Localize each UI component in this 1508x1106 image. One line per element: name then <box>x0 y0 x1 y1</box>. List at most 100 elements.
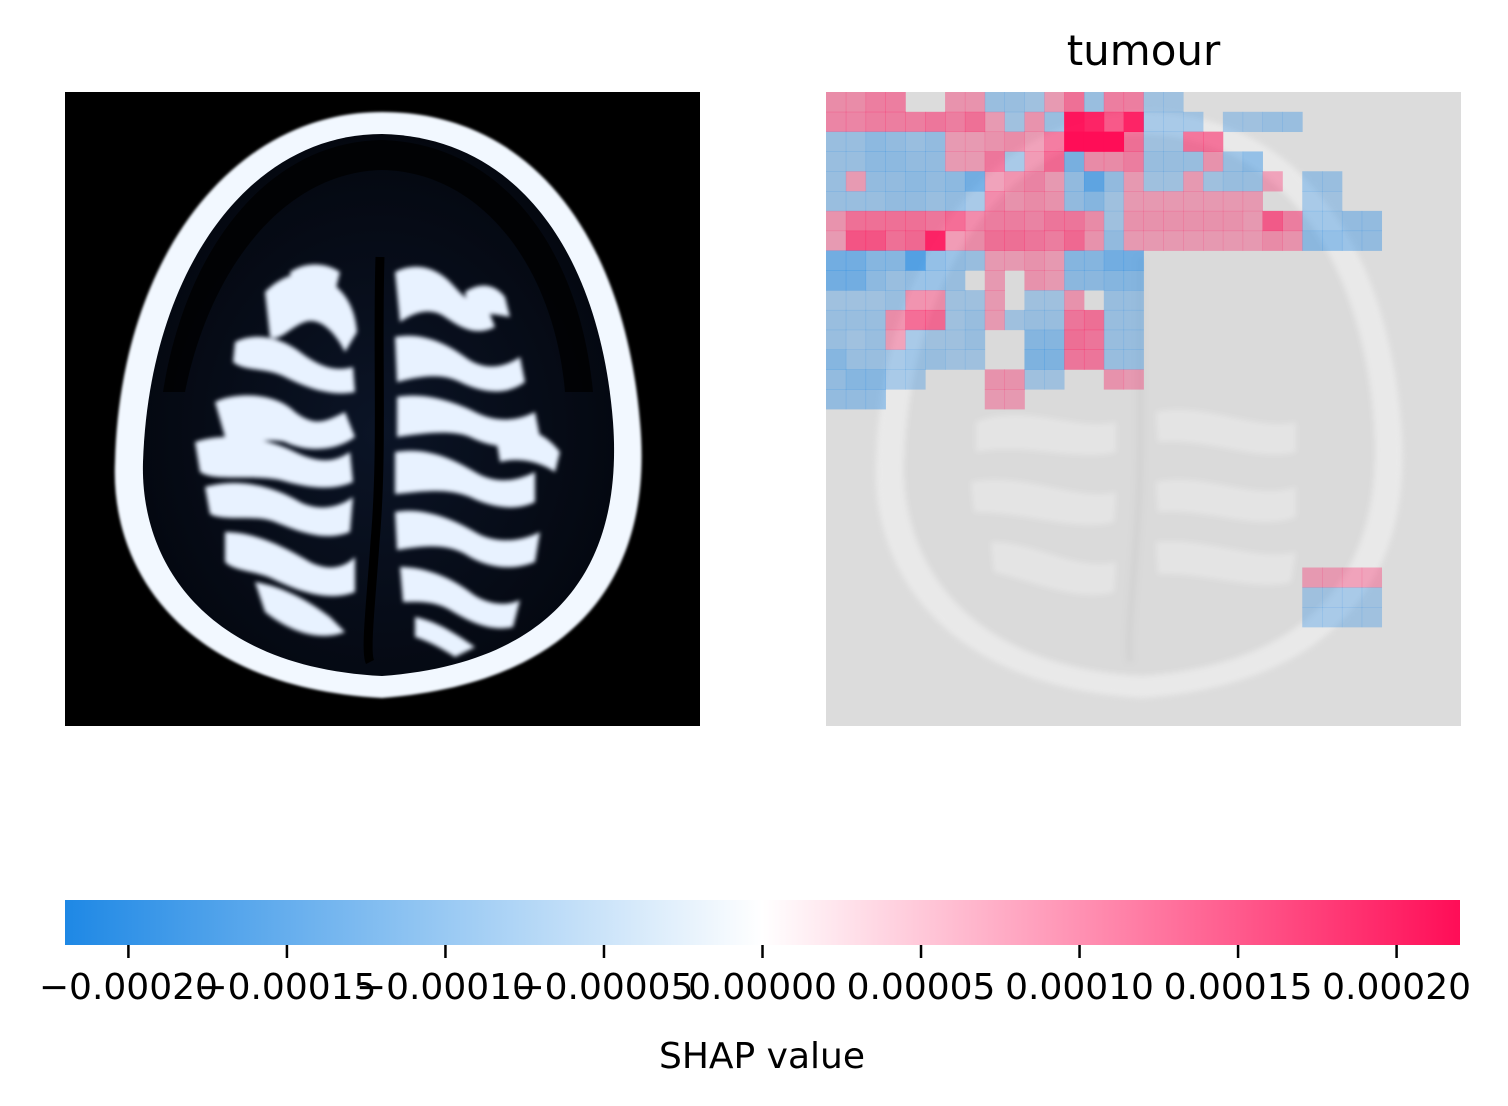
shap-cell <box>1222 111 1244 133</box>
shap-cell <box>905 329 926 350</box>
shap-cell <box>964 329 986 350</box>
shap-cell <box>1024 171 1045 192</box>
shap-cell <box>984 270 1005 291</box>
shap-cell <box>845 270 867 291</box>
shap-cell <box>1083 151 1105 172</box>
shap-cell <box>845 131 867 152</box>
midline-fissure <box>363 256 385 665</box>
shap-cell <box>1163 171 1184 192</box>
shap-cell <box>1123 230 1144 251</box>
shap-cell <box>1361 210 1383 232</box>
shap-cell <box>945 210 966 232</box>
shap-cell <box>865 309 886 331</box>
shap-cell <box>1282 230 1303 251</box>
shap-cell <box>925 230 946 251</box>
shap-cell <box>1024 349 1045 370</box>
shap-cell <box>865 369 886 390</box>
shap-cell <box>1183 111 1204 133</box>
shap-cell <box>1004 191 1025 212</box>
shap-cell <box>885 131 906 152</box>
shap-cell <box>1123 369 1144 390</box>
shap-cell <box>1044 290 1065 311</box>
shap-cell <box>1044 329 1065 350</box>
shap-cell <box>1103 92 1125 113</box>
shap-cell <box>905 191 926 212</box>
shap-panel-title: tumour <box>1066 26 1221 75</box>
shap-cell <box>945 151 966 172</box>
original-mri-image <box>65 92 700 726</box>
shap-cell <box>865 151 886 172</box>
shap-cell <box>1103 309 1125 331</box>
shap-cell <box>1024 111 1045 133</box>
shap-cell <box>1163 191 1184 212</box>
shap-cell <box>984 250 1005 271</box>
shap-cell <box>1064 270 1085 291</box>
shap-cell <box>1203 191 1224 212</box>
shap-cell <box>1044 111 1065 133</box>
shap-cell <box>1083 131 1105 152</box>
shap-cell <box>1163 151 1184 172</box>
shap-cell <box>845 151 867 172</box>
shap-cell <box>945 349 966 370</box>
shap-cell <box>925 171 946 192</box>
shap-heatmap-panel <box>826 92 1461 726</box>
shap-cell <box>1103 151 1125 172</box>
shap-cell <box>925 151 946 172</box>
shap-cell <box>984 191 1005 212</box>
shap-cell <box>1163 230 1184 251</box>
shap-cell <box>1143 151 1164 172</box>
shap-cell <box>865 210 886 232</box>
shap-cell <box>1024 210 1045 232</box>
shap-cell <box>964 309 986 331</box>
shap-cell <box>925 191 946 212</box>
shap-cell <box>1123 250 1144 271</box>
shap-cell <box>845 250 867 271</box>
shap-cell <box>984 230 1005 251</box>
shap-cell <box>984 389 1005 410</box>
shap-cell <box>845 349 867 370</box>
shap-cell <box>964 151 986 172</box>
shap-cell <box>826 151 847 172</box>
shap-cell <box>885 191 906 212</box>
shap-cell <box>945 270 966 291</box>
shap-cell <box>1143 131 1164 152</box>
shap-cell <box>1024 92 1045 113</box>
colorbar-tick-label: 0.00000 <box>688 967 837 1008</box>
shap-cell <box>1004 369 1025 390</box>
shap-cell <box>1282 210 1303 232</box>
shap-cell <box>885 151 906 172</box>
shap-cell <box>1064 111 1085 133</box>
colorbar-gradient <box>65 900 1460 945</box>
shap-cell <box>1103 191 1125 212</box>
shap-cell <box>905 349 926 370</box>
shap-cell <box>1064 230 1085 251</box>
shap-cell <box>1322 567 1343 588</box>
shap-cell <box>845 230 867 251</box>
shap-cell <box>1044 250 1065 271</box>
colorbar-tick-label: −0.00010 <box>356 967 535 1008</box>
shap-cell <box>1083 250 1105 271</box>
shap-cell <box>1103 111 1125 133</box>
shap-cell <box>865 171 886 192</box>
shap-cell <box>964 230 986 251</box>
shap-cell <box>1044 210 1065 232</box>
shap-cell <box>1302 210 1323 232</box>
shap-cell <box>1004 210 1025 232</box>
shap-cell <box>1322 607 1343 628</box>
shap-cell <box>1044 309 1065 331</box>
shap-cell <box>1262 111 1283 133</box>
shap-cell <box>845 171 867 192</box>
shap-cell <box>1302 607 1323 628</box>
shap-cell <box>885 309 906 331</box>
shap-cell <box>1103 171 1125 192</box>
shap-cell <box>885 270 906 291</box>
shap-cell <box>1004 131 1025 152</box>
shap-cell <box>1183 210 1204 232</box>
shap-cell <box>1143 111 1164 133</box>
shap-cell <box>1242 191 1263 212</box>
shap-cell <box>1064 151 1085 172</box>
shap-cell <box>984 131 1005 152</box>
shap-cell <box>1064 171 1085 192</box>
shap-cell <box>945 230 966 251</box>
shap-cell <box>1064 329 1085 350</box>
